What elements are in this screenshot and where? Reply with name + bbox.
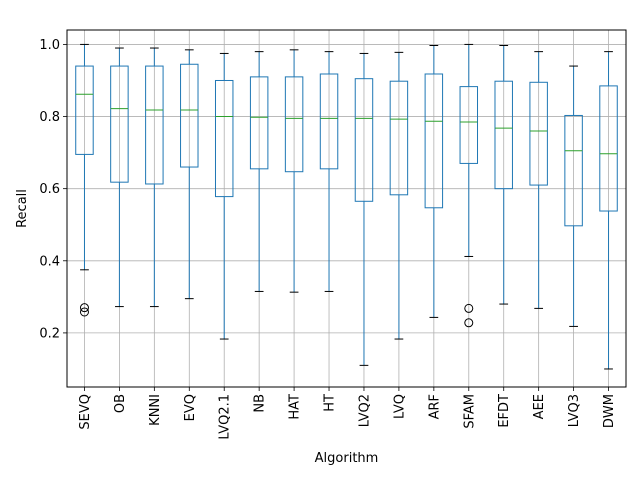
- x-tick-label: LVQ2.1: [218, 394, 233, 440]
- outlier-point: [464, 318, 474, 328]
- x-tick-label: DWM: [602, 394, 617, 428]
- iqr-box: [424, 73, 444, 209]
- box-efdt: [494, 45, 513, 305]
- y-tick-label: 0.6: [39, 182, 60, 197]
- iqr-box: [319, 73, 339, 170]
- box-layer: [75, 43, 618, 370]
- x-tick-label: NB: [253, 394, 268, 413]
- y-tick-label: 0.4: [39, 254, 60, 269]
- iqr-box: [529, 81, 548, 186]
- x-tick-label: ARF: [427, 394, 442, 419]
- x-tick-label: OB: [113, 394, 128, 413]
- iqr-box: [494, 80, 513, 190]
- box-sfam: [459, 43, 479, 328]
- box-dwm: [599, 51, 618, 370]
- box-ht: [319, 51, 339, 292]
- iqr-box: [214, 79, 234, 198]
- outlier-point: [464, 303, 474, 313]
- iqr-box: [75, 65, 94, 155]
- iqr-box: [110, 65, 129, 183]
- x-tick-label: EFDT: [497, 394, 512, 428]
- box-arf: [424, 45, 444, 318]
- box-aee: [529, 51, 548, 309]
- box-lvq2: [354, 52, 374, 366]
- iqr-box: [145, 65, 164, 185]
- x-tick-label: LVQ2: [357, 394, 372, 427]
- outlier-point: [79, 307, 89, 317]
- x-tick-label: SEVQ: [78, 394, 93, 430]
- x-tick-label: LVQ: [392, 394, 407, 419]
- iqr-box: [284, 76, 304, 173]
- iqr-box: [180, 63, 199, 168]
- x-axis-label: Algorithm: [315, 451, 379, 466]
- box-sevq: [75, 43, 94, 317]
- x-tick-label: AEE: [532, 394, 547, 419]
- box-hat: [284, 49, 304, 293]
- tick-layer: 0.2 0.4 0.6 0.8 1.0 SEVQ OB KNNI EVQ LVQ2.1 NB HAT H…: [39, 38, 617, 440]
- x-tick-label: KNNI: [148, 394, 163, 426]
- box-evq: [180, 49, 199, 300]
- iqr-box: [599, 85, 618, 212]
- iqr-box: [459, 86, 479, 164]
- y-axis-label: Recall: [15, 189, 30, 228]
- y-tick-label: 0.2: [39, 326, 60, 341]
- box-nb: [249, 51, 269, 292]
- iqr-box: [354, 78, 374, 202]
- box-lvq: [389, 51, 409, 340]
- x-tick-label: EVQ: [183, 394, 198, 421]
- box-ob: [110, 47, 129, 308]
- plot-frame: [66, 29, 627, 388]
- x-tick-label: HAT: [288, 394, 303, 420]
- box-lvq3: [564, 65, 583, 327]
- y-tick-label: 1.0: [39, 38, 60, 53]
- outlier-point: [79, 303, 89, 313]
- x-tick-label: LVQ3: [567, 394, 582, 427]
- x-tick-label: HT: [323, 394, 338, 412]
- iqr-box: [249, 76, 269, 170]
- box-knni: [145, 47, 164, 308]
- x-tick-label: SFAM: [462, 394, 477, 429]
- iqr-box: [389, 80, 409, 196]
- y-tick-label: 0.8: [39, 110, 60, 125]
- iqr-box: [564, 114, 583, 227]
- box-lvq2-1: [214, 52, 234, 340]
